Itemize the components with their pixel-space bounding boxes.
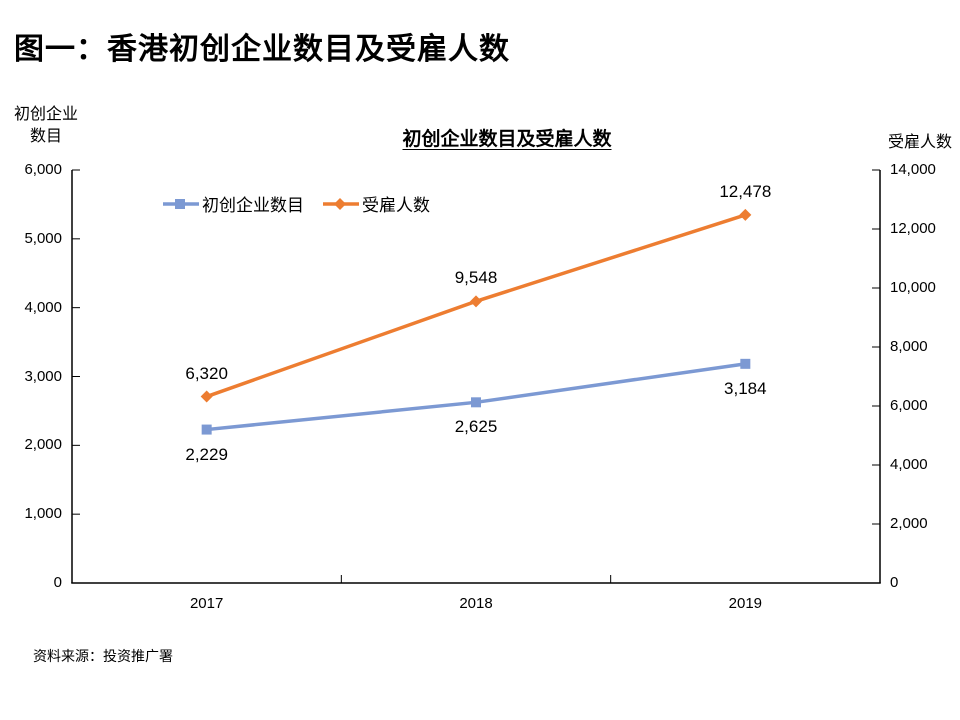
legend-item-startups: 初创企业数目 — [162, 191, 304, 216]
series-marker-square — [201, 424, 212, 435]
right-axis-unit-label: 受雇人数 — [888, 134, 953, 151]
data-label: 2,625 — [454, 417, 498, 437]
x-axis-category-label: 2017 — [189, 595, 224, 612]
line-diamond-marker-icon — [323, 197, 359, 210]
y-axis-left-tick-label: 5,000 — [24, 229, 62, 247]
source-note: 资料来源：投资推广署 — [33, 648, 173, 664]
y-axis-left-tick-label: 6,000 — [24, 161, 62, 178]
left-axis-unit-line1: 初创企业 — [13, 106, 78, 123]
y-axis-right-tick-label: 10,000 — [890, 279, 936, 296]
left-axis-unit-label: 初创企业 数目 — [4, 104, 88, 148]
y-axis-right-tick-label: 0 — [890, 574, 899, 591]
series-marker-square — [471, 397, 481, 408]
y-axis-left-tick-label: 2,000 — [24, 436, 62, 454]
y-axis-right-tick-label: 2,000 — [890, 515, 928, 532]
data-label: 12,478 — [719, 181, 772, 201]
y-axis-left-tick-label: 3,000 — [24, 367, 62, 385]
y-axis-right-tick-label: 12,000 — [890, 220, 936, 237]
left-axis-unit-line2: 数目 — [29, 128, 62, 145]
y-axis-left-tick-label: 0 — [53, 574, 62, 591]
y-axis-right-tick-label: 6,000 — [890, 397, 928, 414]
data-label: 9,548 — [454, 268, 498, 288]
chart-title: 初创企业数目及受雇人数 — [402, 129, 612, 150]
line-square-marker-icon — [163, 198, 199, 209]
data-label: 2,229 — [185, 444, 228, 464]
y-axis-left-tick-label: 4,000 — [24, 298, 62, 316]
x-axis-category-label: 2019 — [728, 595, 763, 612]
series-marker-square — [740, 358, 751, 369]
x-axis-category-label: 2018 — [459, 595, 493, 612]
legend: 初创企业数目 受雇人数 — [162, 191, 430, 216]
legend-label-startups: 初创企业数目 — [202, 196, 304, 215]
legend-label-employees: 受雇人数 — [362, 196, 430, 215]
figure-title: 图一：香港初创企业数目及受雇人数 — [14, 33, 510, 66]
series-marker-diamond — [200, 390, 213, 403]
data-label: 3,184 — [724, 378, 767, 398]
data-label: 6,320 — [185, 363, 228, 383]
y-axis-right-tick-label: 14,000 — [890, 161, 936, 178]
series-marker-diamond — [739, 208, 752, 221]
y-axis-left-tick-label: 1,000 — [24, 505, 62, 523]
legend-item-employees: 受雇人数 — [322, 191, 430, 216]
series-marker-diamond — [470, 295, 482, 308]
y-axis-right-tick-label: 4,000 — [890, 456, 928, 473]
y-axis-right-tick-label: 8,000 — [890, 338, 928, 355]
